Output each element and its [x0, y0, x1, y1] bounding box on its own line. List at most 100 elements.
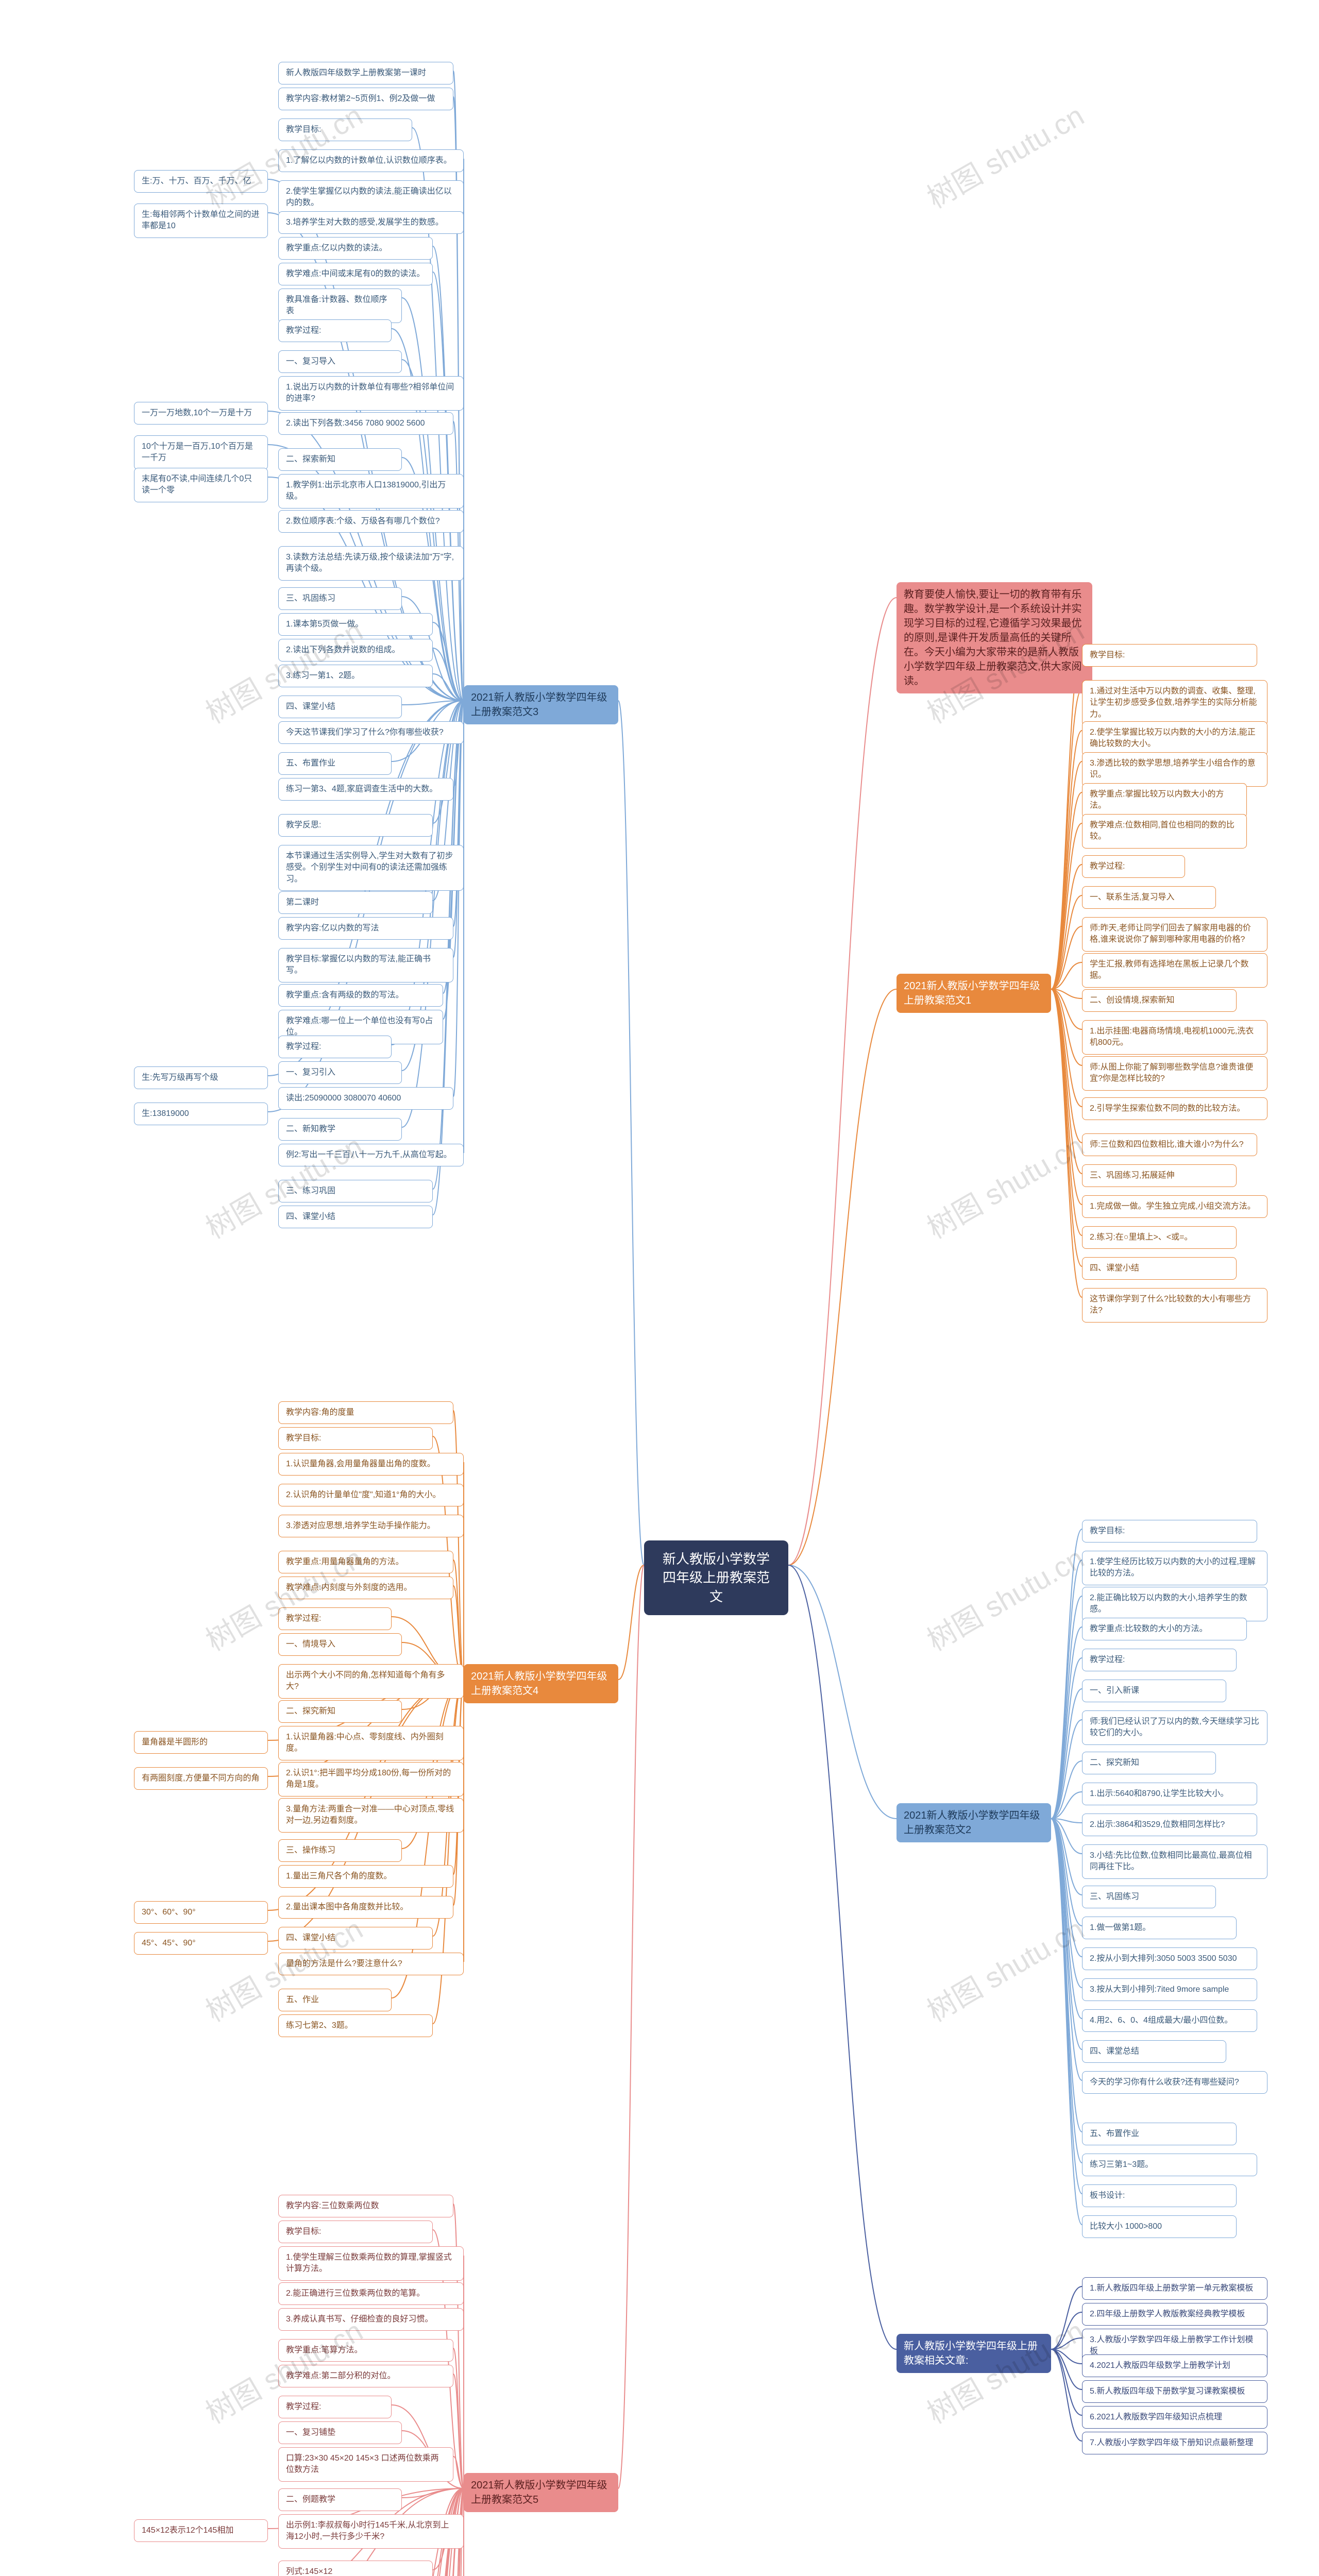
leaf: 2.能正确进行三位数乘两位数的笔算。	[278, 2282, 464, 2305]
leaf: 1.了解亿以内数的计数单位,认识数位顺序表。	[278, 149, 464, 172]
leaf: 四、课堂小结	[278, 696, 402, 718]
leaf: 生:先写万级再写个级	[134, 1066, 268, 1089]
leaf: 1.说出万以内数的计数单位有哪些?相邻单位间的进率?	[278, 376, 464, 411]
leaf: 五、作业	[278, 1989, 392, 2011]
leaf: 30°、60°、90°	[134, 1901, 268, 1924]
leaf: 教学内容:三位数乘两位数	[278, 2195, 453, 2217]
watermark: 树图 shutu.cn	[918, 1536, 1090, 1659]
leaf: 1.使学生理解三位数乘两位数的算理,掌握竖式计算方法。	[278, 2246, 464, 2281]
branch-l3: 2021新人教版小学数学四年级上册教案范文5	[464, 2473, 618, 2512]
leaf: 1.出示:5640和8790,让学生比较大小。	[1082, 1783, 1257, 1805]
leaf: 教学内容:亿以内数的写法	[278, 917, 453, 940]
leaf: 一万一万地数,10个一万是十万	[134, 402, 268, 425]
leaf: 3.养成认真书写、仔细检查的良好习惯。	[278, 2308, 464, 2331]
leaf: 2.读出下列各数并说数的组成。	[278, 639, 433, 662]
leaf: 2.练习:在○里填上>、<或=。	[1082, 1226, 1237, 1249]
leaf: 四、课堂小结	[278, 1927, 433, 1950]
leaf: 二、探究新知	[1082, 1752, 1216, 1774]
leaf: 教学难点:内刻度与外刻度的选用。	[278, 1577, 453, 1599]
leaf: 三、巩固练习	[1082, 1886, 1216, 1908]
leaf: 3.渗透比较的数学思想,培养学生小组合作的意识。	[1082, 752, 1267, 787]
leaf: 1.完成做一做。学生独立完成,小组交流方法。	[1082, 1195, 1267, 1218]
leaf: 1.出示挂图:电器商场情境,电视机1000元,洗衣机800元。	[1082, 1020, 1267, 1055]
leaf: 教学目标:掌握亿以内数的写法,能正确书写。	[278, 948, 453, 982]
leaf: 这节课你学到了什么?比较数的大小有哪些方法?	[1082, 1288, 1267, 1323]
leaf: 末尾有0不读,中间连续几个0只读一个零	[134, 468, 268, 502]
leaf: 练习三第1~3题。	[1082, 2154, 1257, 2176]
leaf: 教学目标:	[278, 1427, 433, 1450]
leaf: 2.量出课本图中各角度数并比较。	[278, 1896, 453, 1919]
leaf: 2.按从小到大排列:3050 5003 3500 5030	[1082, 1947, 1257, 1970]
leaf: 教学内容:角的度量	[278, 1401, 453, 1424]
leaf: 1.新人教版四年级上册数学第一单元教案模板	[1082, 2277, 1267, 2300]
leaf: 师:昨天,老师让同学们回去了解家用电器的价格,谁来说说你了解到哪种家用电器的价格…	[1082, 917, 1267, 952]
leaf: 教学重点:掌握比较万以内数大小的方法。	[1082, 783, 1247, 818]
leaf: 三、巩固练习	[278, 587, 402, 610]
leaf: 教学过程:	[278, 319, 392, 342]
leaf: 教学过程:	[278, 2396, 392, 2418]
root-node: 新人教版小学数学四年级上册教案范文	[644, 1540, 788, 1615]
leaf: 一、联系生活,复习导入	[1082, 886, 1216, 909]
leaf: 教学目标:	[278, 118, 412, 141]
leaf: 板书设计:	[1082, 2184, 1237, 2207]
leaf: 教学过程:	[278, 1607, 392, 1630]
leaf: 教学内容:教材第2~5页例1、例2及做一做	[278, 88, 453, 110]
leaf: 1.教学例1:出示北京市人口13819000,引出万级。	[278, 474, 464, 509]
leaf: 4.2021人教版四年级数学上册教学计划	[1082, 2354, 1267, 2377]
branch-l1: 2021新人教版小学数学四年级上册教案范文3	[464, 685, 618, 724]
leaf: 3.练习一第1、2题。	[278, 665, 433, 687]
leaf: 2.数位顺序表:个级、万级各有哪几个数位?	[278, 510, 464, 533]
leaf: 列式:145×12	[278, 2561, 433, 2576]
leaf: 一、引入新课	[1082, 1680, 1226, 1702]
leaf: 四、课堂小结	[1082, 1257, 1237, 1280]
leaf: 今天的学习你有什么收获?还有哪些疑问?	[1082, 2071, 1267, 2094]
branch-r1: 教育要使人愉快,要让一切的教育带有乐趣。数学教学设计,是一个系统设计并实现学习目…	[897, 582, 1092, 693]
leaf: 2.认识角的计量单位"度",知道1°角的大小。	[278, 1484, 464, 1506]
leaf: 1.认识量角器,会用量角器量出角的度数。	[278, 1453, 464, 1476]
leaf: 教学重点:比较数的大小的方法。	[1082, 1618, 1247, 1640]
leaf: 师:三位数和四位数相比,谁大谁小?为什么?	[1082, 1133, 1257, 1156]
leaf: 一、复习引入	[278, 1061, 402, 1084]
leaf: 2.使学生掌握比较万以内数的大小的方法,能正确比较数的大小。	[1082, 721, 1267, 756]
leaf: 2.读出下列各数:3456 7080 9002 5600	[278, 412, 453, 435]
leaf: 出示两个大小不同的角,怎样知道每个角有多大?	[278, 1664, 464, 1699]
leaf: 教学过程:	[1082, 1649, 1237, 1671]
leaf: 一、复习铺垫	[278, 2421, 402, 2444]
leaf: 本节课通过生活实例导入,学生对大数有了初步感受。个别学生对中间有0的读法还需加强…	[278, 845, 464, 891]
leaf: 三、练习巩固	[278, 1180, 433, 1202]
branch-r4: 新人教版小学数学四年级上册教案相关文章:	[897, 2334, 1051, 2373]
leaf: 教学目标:	[1082, 644, 1257, 667]
leaf: 口算:23×30 45×20 145×3 口述两位数乘两位数方法	[278, 2447, 453, 2482]
leaf: 四、课堂总结	[1082, 2040, 1226, 2063]
leaf: 新人教版四年级数学上册教案第一课时	[278, 62, 453, 84]
leaf: 四、课堂小结	[278, 1206, 433, 1228]
leaf: 教学难点:第二部分积的对位。	[278, 2365, 453, 2387]
leaf: 例2:写出一千三百八十一万九千,从高位写起。	[278, 1144, 464, 1166]
leaf: 生:每相邻两个计数单位之间的进率都是10	[134, 204, 268, 238]
leaf: 五、布置作业	[1082, 2123, 1237, 2145]
leaf: 2.能正确比较万以内数的大小,培养学生的数感。	[1082, 1587, 1267, 1621]
leaf: 1.做一做第1题。	[1082, 1917, 1237, 1939]
branch-r2: 2021新人教版小学数学四年级上册教案范文1	[897, 974, 1051, 1013]
leaf: 3.按从大到小排列:7ited 9more sample	[1082, 1978, 1257, 2001]
leaf: 教学难点:位数相同,首位也相同的数的比较。	[1082, 814, 1247, 849]
watermark: 树图 shutu.cn	[918, 1124, 1090, 1247]
leaf: 比较大小 1000>800	[1082, 2215, 1237, 2238]
leaf: 今天这节课我们学习了什么?你有哪些收获?	[278, 721, 464, 744]
leaf: 生:万、十万、百万、千万、亿	[134, 170, 268, 193]
leaf: 教学难点:中间或末尾有0的数的读法。	[278, 263, 433, 285]
leaf: 教学重点:亿以内数的读法。	[278, 237, 433, 260]
leaf: 出示例1:李叔叔每小时行145千米,从北京到上海12小时,一共行多少千米?	[278, 2514, 464, 2549]
leaf: 读出:25090000 3080070 40600	[278, 1087, 453, 1110]
leaf: 二、创设情境,探索新知	[1082, 989, 1237, 1012]
leaf: 5.新人教版四年级下册数学复习课教案模板	[1082, 2380, 1267, 2403]
leaf: 教学目标:	[1082, 1520, 1257, 1543]
leaf: 第二课时	[278, 891, 433, 914]
leaf: 量角器是半圆形的	[134, 1731, 268, 1754]
leaf: 三、巩固练习,拓展延伸	[1082, 1164, 1237, 1187]
leaf: 一、情境导入	[278, 1633, 402, 1656]
leaf: 3.渗透对应思想,培养学生动手操作能力。	[278, 1515, 464, 1537]
leaf: 教学过程:	[278, 1036, 392, 1058]
leaf: 教学目标:	[278, 2221, 433, 2243]
leaf: 10个十万是一百万,10个百万是一千万	[134, 435, 268, 470]
